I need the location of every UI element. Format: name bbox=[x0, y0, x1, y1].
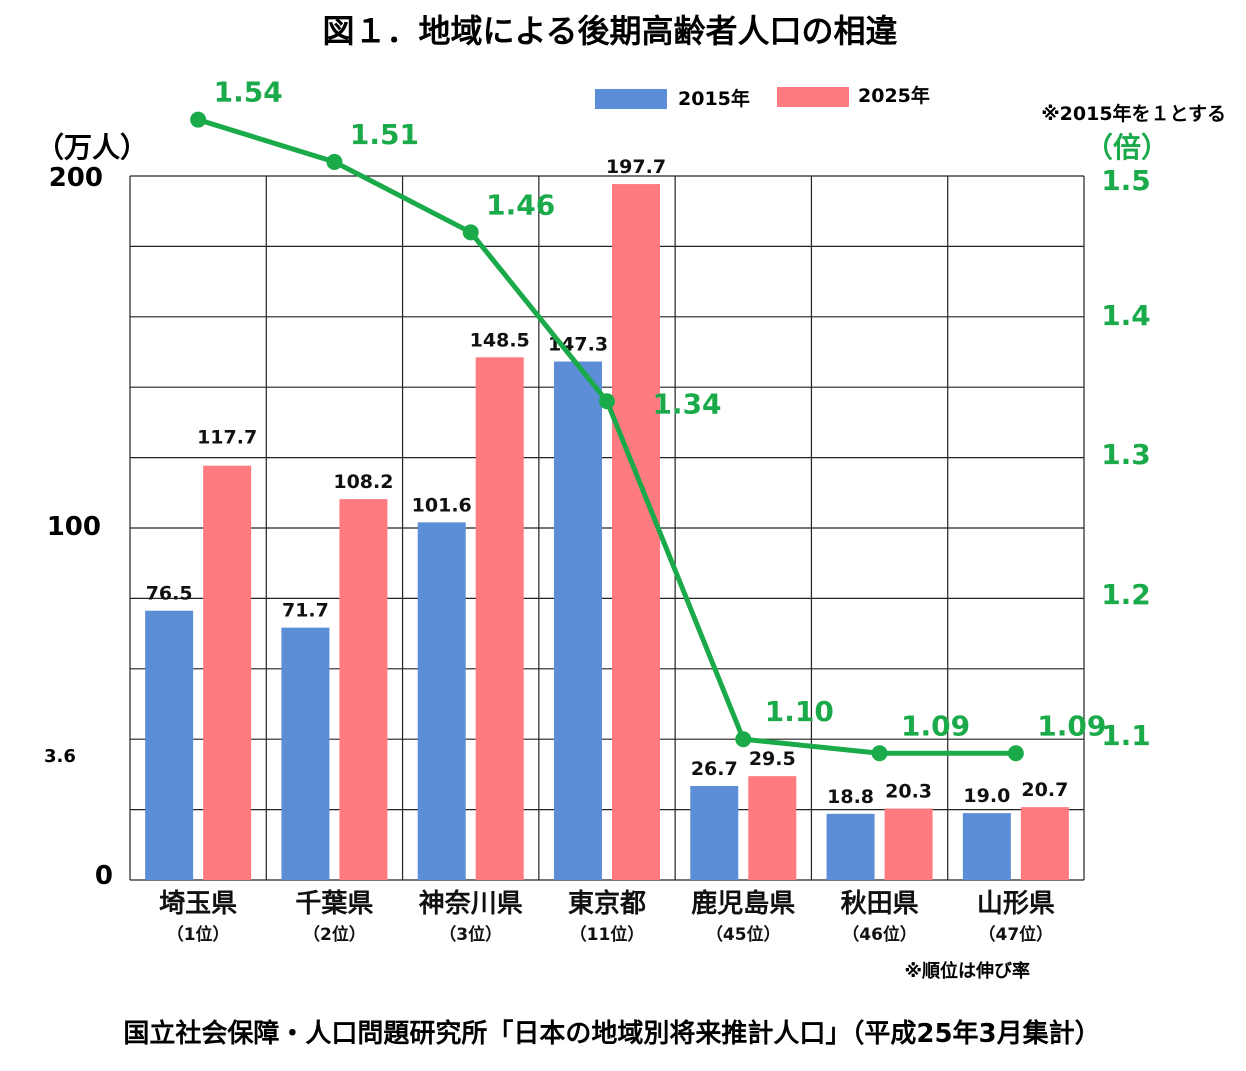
bar-2015-1 bbox=[145, 610, 194, 880]
legend: 2015年 2025年 bbox=[595, 84, 930, 110]
chart-title: 図１．地域による後期高齢者人口の相違 bbox=[322, 12, 897, 50]
ratio-label-7: 1.09 bbox=[1037, 709, 1106, 742]
bar-2015-4 bbox=[554, 361, 602, 880]
left-tick-0: 0 bbox=[95, 861, 113, 891]
bar-label-2025-7: 20.7 bbox=[1021, 779, 1068, 801]
bar-2015-2 bbox=[281, 627, 330, 880]
category-rank-5: （45位） bbox=[706, 924, 781, 945]
bar-label-2025-5: 29.5 bbox=[749, 748, 796, 770]
legend-label-2015: 2015年 bbox=[678, 87, 750, 110]
bar-2015-7 bbox=[962, 813, 1011, 880]
bar-label-2025-3: 148.5 bbox=[470, 329, 530, 351]
category-name-6: 秋田県 bbox=[841, 889, 919, 919]
category-labels: 埼玉県 （1位） 千葉県 （2位） 神奈川県 （3位） 東京都 （11位） 鹿児島県 （45位） 秋… bbox=[159, 888, 1055, 945]
legend-swatch-2025 bbox=[777, 87, 849, 107]
category-rank-2: （2位） bbox=[303, 924, 366, 945]
ratio-point-7 bbox=[1007, 745, 1024, 762]
source-note: 国立社会保障・人口問題研究所「日本の地域別将来推計人口」（平成25年3月集計） bbox=[123, 1018, 1100, 1049]
bar-2025-5 bbox=[748, 776, 797, 880]
plot-grid bbox=[129, 175, 1085, 881]
bar-label-2025-4: 197.7 bbox=[606, 156, 666, 178]
bar-2015-5 bbox=[690, 786, 739, 880]
ratio-point-5 bbox=[735, 731, 752, 748]
bar-label-2015-7: 19.0 bbox=[963, 785, 1010, 807]
category-name-7: 山形県 bbox=[977, 889, 1055, 919]
category-name-4: 東京都 bbox=[568, 888, 646, 919]
ratio-point-2 bbox=[326, 153, 343, 170]
bar-2025-4 bbox=[612, 184, 660, 880]
category-rank-6: （46位） bbox=[842, 924, 917, 945]
rank-note: ※順位は伸び率 bbox=[905, 960, 1031, 982]
ratio-label-5: 1.10 bbox=[765, 695, 834, 728]
category-name-3: 神奈川県 bbox=[419, 889, 523, 919]
right-tick-1.5: 1.5 bbox=[1101, 164, 1151, 197]
category-name-2: 千葉県 bbox=[295, 889, 373, 919]
right-tick-1.2: 1.2 bbox=[1101, 578, 1151, 611]
ratio-label-1: 1.54 bbox=[214, 76, 283, 109]
bar-2025-2 bbox=[339, 499, 388, 880]
left-tick-100: 100 bbox=[47, 512, 101, 542]
category-rank-4: （11位） bbox=[570, 924, 645, 945]
bar-2015-3 bbox=[417, 522, 466, 880]
category-rank-7: （47位） bbox=[979, 924, 1054, 945]
bar-label-2025-2: 108.2 bbox=[333, 471, 393, 493]
bar-2025-3 bbox=[475, 357, 524, 880]
legend-swatch-2015 bbox=[595, 89, 667, 109]
left-stray-label: 3.6 bbox=[44, 746, 76, 767]
bar-label-2015-2: 71.7 bbox=[282, 600, 329, 622]
right-tick-1.1: 1.1 bbox=[1101, 719, 1151, 752]
bar-label-2025-1: 117.7 bbox=[197, 427, 257, 449]
bar-2025-6 bbox=[884, 808, 933, 880]
left-tick-200: 200 bbox=[49, 163, 103, 193]
ratio-label-2: 1.51 bbox=[350, 118, 419, 151]
ratio-line bbox=[190, 111, 1024, 762]
bars bbox=[145, 184, 1069, 880]
ratio-labels: 1.54 1.51 1.46 1.34 1.10 1.09 1.09 bbox=[214, 76, 1107, 743]
right-axis-note: ※2015年を１とする bbox=[1041, 102, 1226, 125]
ratio-point-1 bbox=[190, 111, 207, 128]
right-axis-ticks: 1.5 1.4 1.3 1.2 1.1 bbox=[1101, 164, 1151, 752]
bar-2025-7 bbox=[1020, 807, 1069, 880]
ratio-label-3: 1.46 bbox=[486, 188, 555, 221]
legend-label-2025: 2025年 bbox=[858, 84, 930, 107]
category-rank-3: （3位） bbox=[439, 924, 502, 945]
bar-label-2015-5: 26.7 bbox=[691, 758, 738, 780]
category-name-5: 鹿児島県 bbox=[691, 888, 795, 919]
bar-2015-6 bbox=[826, 813, 875, 880]
left-axis-ticks: 200 100 0 3.6 bbox=[44, 163, 113, 891]
bar-2025-1 bbox=[203, 465, 252, 880]
ratio-point-3 bbox=[462, 224, 479, 241]
bar-label-2015-6: 18.8 bbox=[827, 786, 874, 808]
ratio-label-6: 1.09 bbox=[901, 709, 970, 742]
bar-label-2015-1: 76.5 bbox=[146, 583, 193, 605]
right-tick-1.4: 1.4 bbox=[1101, 299, 1151, 332]
ratio-point-6 bbox=[871, 745, 888, 762]
right-axis-unit: （倍） bbox=[1085, 131, 1169, 164]
left-axis-unit: （万人） bbox=[36, 131, 148, 164]
bar-label-2015-3: 101.6 bbox=[412, 494, 472, 516]
category-rank-1: （1位） bbox=[167, 924, 230, 945]
ratio-label-4: 1.34 bbox=[652, 387, 721, 420]
bar-label-2025-6: 20.3 bbox=[885, 781, 932, 803]
ratio-point-4 bbox=[599, 393, 615, 410]
right-tick-1.3: 1.3 bbox=[1101, 438, 1151, 471]
category-name-1: 埼玉県 bbox=[159, 889, 237, 919]
